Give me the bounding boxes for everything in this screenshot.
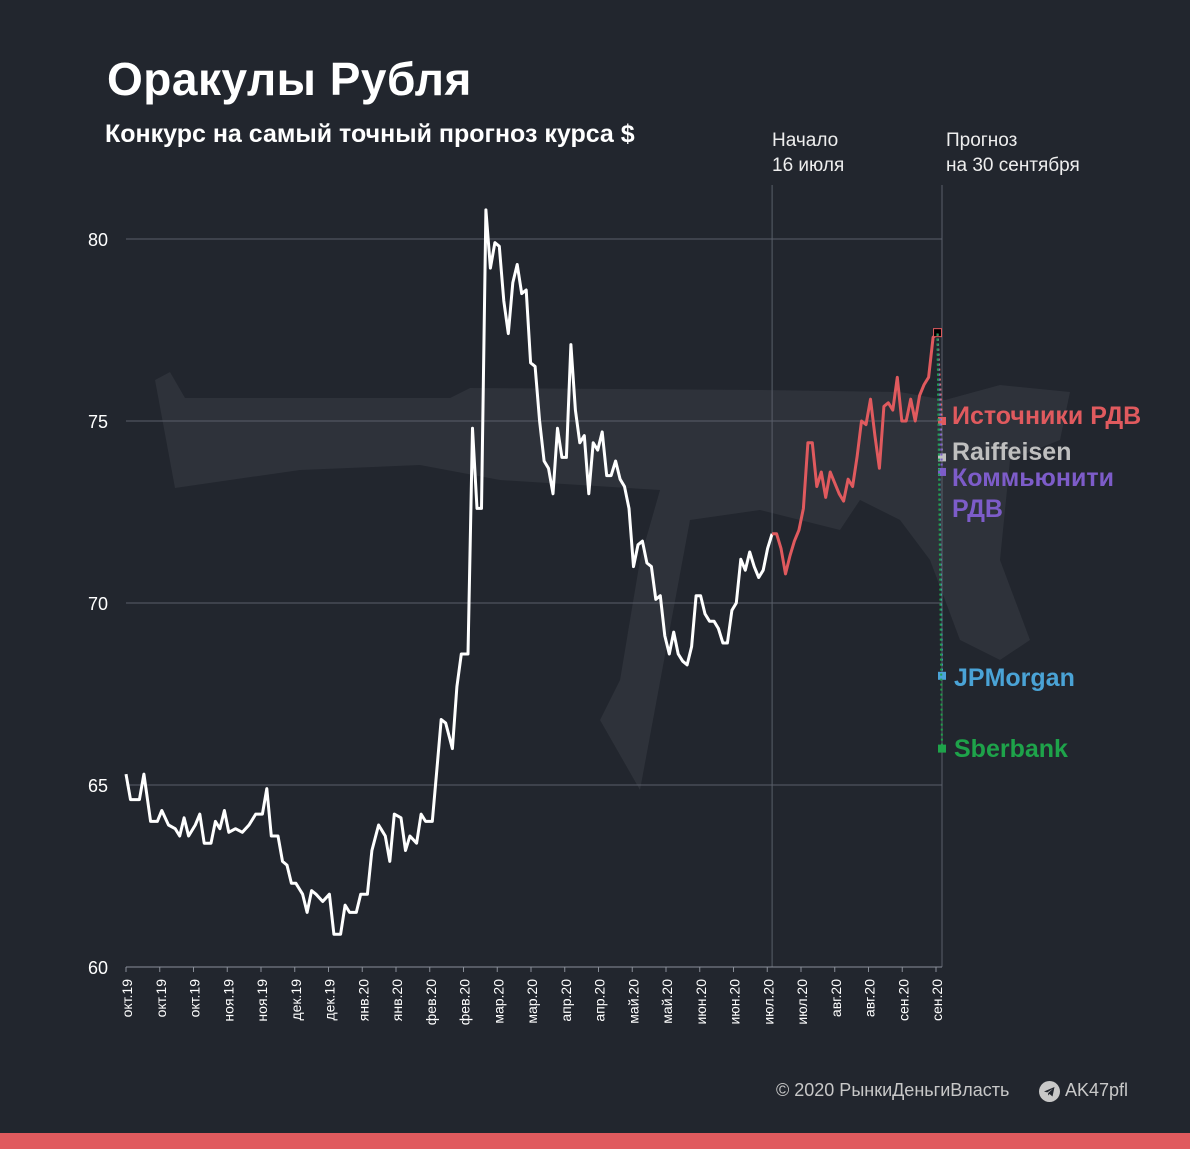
- x-tick-label: май.20: [659, 979, 675, 1024]
- copyright-text: © 2020 РынкиДеньгиВласть: [776, 1080, 1010, 1100]
- x-tick-label: сен.20: [895, 979, 911, 1021]
- x-tick-label: мар.20: [524, 979, 540, 1024]
- forecast-label: Sberbank: [954, 735, 1068, 763]
- forecast-date-annotation: Прогноз на 30 сентября: [946, 128, 1080, 178]
- x-tick-label: авг.20: [862, 979, 878, 1017]
- forecast-label: Коммьюнити РДВ: [952, 464, 1114, 523]
- y-tick-label: 65: [88, 776, 108, 796]
- contest-start-label-line1: Начало: [772, 130, 839, 151]
- forecast-label: Источники РДВ: [952, 402, 1141, 430]
- forecast-marker: [938, 744, 946, 753]
- forecast-marker: [938, 671, 946, 680]
- forecast-line: [936, 333, 943, 472]
- y-tick-label: 70: [88, 594, 108, 614]
- x-tick-label: дек.19: [322, 979, 338, 1021]
- telegram-icon: [1039, 1081, 1060, 1102]
- x-tick-label: дек.19: [288, 979, 304, 1021]
- last-value-marker: [933, 328, 943, 338]
- x-tick-label: окт.19: [153, 979, 169, 1018]
- y-tick-label: 60: [88, 958, 108, 978]
- series-line-contest_period: [772, 332, 939, 576]
- x-tick-label: ноя.19: [220, 979, 236, 1022]
- chart-subtitle: Конкурс на самый точный прогноз курса $: [105, 120, 635, 148]
- accent-bar: [0, 1133, 1190, 1149]
- forecast-date-label-line2: на 30 сентября: [946, 155, 1080, 176]
- x-tick-label: сен.20: [929, 979, 945, 1021]
- x-tick-label: июл.20: [794, 979, 810, 1025]
- x-tick-label: май.20: [625, 979, 641, 1024]
- x-tick-label: янв.20: [355, 979, 371, 1021]
- x-tick-label: апр.20: [558, 979, 574, 1022]
- forecast-line: [936, 333, 943, 749]
- x-tick-label: авг.20: [828, 979, 844, 1017]
- x-tick-label: янв.20: [389, 979, 405, 1021]
- x-tick-label: июн.20: [693, 979, 709, 1025]
- background-rifle-icon: [155, 372, 1070, 790]
- forecast-label: JPMorgan: [954, 664, 1075, 692]
- contest-start-label-line2: 16 июля: [772, 155, 845, 176]
- x-tick-label: июн.20: [727, 979, 743, 1025]
- x-tick-label: окт.19: [119, 979, 135, 1018]
- y-tick-label: 75: [88, 412, 108, 432]
- x-tick-label: мар.20: [490, 979, 506, 1024]
- contest-start-annotation: Начало 16 июля: [772, 128, 844, 178]
- forecast-date-label-line1: Прогноз: [946, 130, 1018, 151]
- forecast-label: Raiffeisen: [952, 438, 1071, 466]
- x-tick-label: окт.19: [187, 979, 203, 1018]
- y-tick-label: 80: [88, 230, 108, 250]
- x-tick-label: июл.20: [760, 979, 776, 1025]
- x-tick-label: фев.20: [423, 979, 439, 1025]
- forecast-marker: [938, 417, 946, 425]
- forecast-marker: [938, 453, 946, 462]
- forecast-marker: [938, 467, 946, 476]
- series-line-history: [124, 208, 774, 936]
- chart-title: Оракулы Рубля: [107, 53, 472, 105]
- channel-name: AK47pfl: [1065, 1080, 1129, 1100]
- x-tick-label: апр.20: [592, 979, 608, 1022]
- x-tick-label: ноя.19: [254, 979, 270, 1022]
- x-tick-label: фев.20: [457, 979, 473, 1025]
